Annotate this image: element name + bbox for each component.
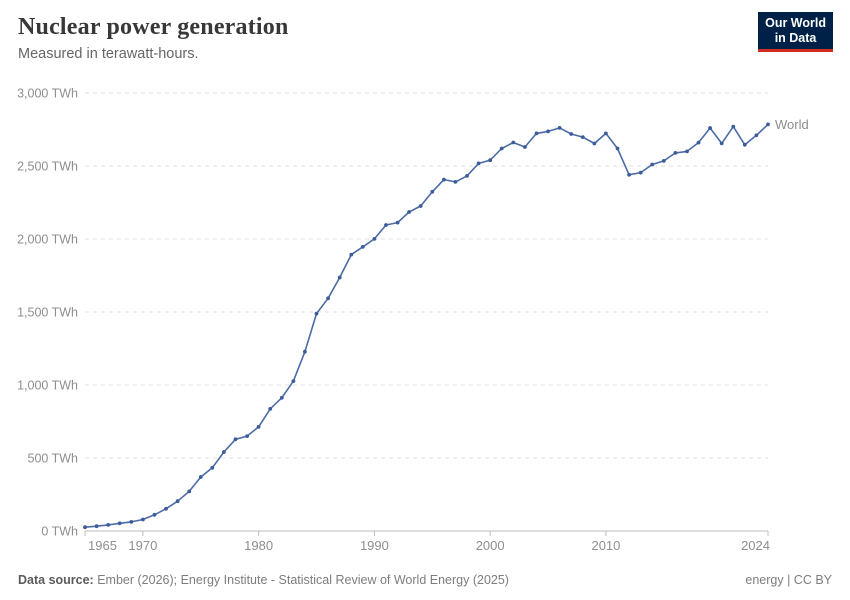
data-point-marker <box>442 177 446 182</box>
data-point-marker <box>696 140 701 145</box>
x-axis-tick-label: 1980 <box>244 538 273 553</box>
data-point-marker <box>638 170 643 175</box>
data-point-marker <box>754 133 759 138</box>
license-note: energy | CC BY <box>745 573 832 587</box>
data-point-marker <box>407 210 411 214</box>
data-point-marker <box>210 465 215 470</box>
y-axis-tick-label: 3,000 TWh <box>17 87 78 101</box>
data-point-marker <box>511 140 516 145</box>
data-point-marker <box>418 204 423 208</box>
data-point-marker <box>384 223 388 227</box>
owid-logo[interactable]: Our World in Data <box>758 12 833 52</box>
data-point-marker <box>152 512 157 517</box>
x-axis-tick-label: 2010 <box>591 538 620 553</box>
data-point-marker <box>604 131 608 136</box>
data-point-marker <box>268 407 273 411</box>
data-point-marker <box>661 159 666 163</box>
x-axis-tick-label: 1990 <box>360 538 389 553</box>
data-point-marker <box>534 131 539 136</box>
data-point-marker <box>673 151 678 155</box>
x-axis-tick-label: 1965 <box>88 538 117 553</box>
data-point-marker <box>106 523 111 527</box>
data-source-label: Data source: <box>18 573 94 587</box>
data-point-marker <box>453 180 458 184</box>
data-point-marker <box>337 275 342 280</box>
logo-line-2: in Data <box>774 31 817 45</box>
chart-footer: Data source: Ember (2026); Energy Instit… <box>0 573 850 587</box>
data-point-marker <box>580 135 585 140</box>
data-point-marker <box>465 174 469 178</box>
data-point-marker <box>279 395 284 400</box>
data-point-marker <box>245 434 250 438</box>
data-source-text: Ember (2026); Energy Institute - Statist… <box>93 573 509 587</box>
x-axis-tick-label: 1970 <box>128 538 157 553</box>
data-point-marker <box>349 252 354 257</box>
y-axis-tick-label: 0 TWh <box>41 525 78 539</box>
data-point-marker <box>291 379 296 383</box>
data-point-marker <box>627 172 631 177</box>
data-point-marker <box>742 142 747 147</box>
series-label-world: World <box>775 117 809 132</box>
data-point-marker <box>476 161 481 166</box>
page-title: Nuclear power generation <box>18 14 289 40</box>
data-point-marker <box>708 126 712 130</box>
world-data-line <box>84 123 769 529</box>
chart-subtitle: Measured in terawatt-hours. <box>18 46 199 62</box>
data-point-marker <box>569 132 574 136</box>
y-axis-tick-label: 2,000 TWh <box>17 233 78 247</box>
data-point-marker <box>222 450 226 454</box>
data-point-marker <box>719 141 724 146</box>
data-point-marker <box>326 296 330 301</box>
data-point-marker <box>395 220 400 225</box>
data-point-marker <box>187 489 192 494</box>
data-point-marker <box>94 524 99 529</box>
data-point-marker <box>650 162 655 167</box>
y-axis-tick-label: 500 TWh <box>28 452 79 466</box>
x-axis-tick-label: 2024 <box>741 538 770 553</box>
data-point-marker <box>523 145 527 149</box>
data-point-marker <box>615 146 620 151</box>
data-point-marker <box>129 520 134 524</box>
data-point-marker <box>233 437 238 442</box>
data-point-marker <box>360 245 365 249</box>
data-point-marker <box>488 158 493 163</box>
data-point-marker <box>314 311 319 316</box>
data-point-marker <box>592 141 597 146</box>
data-point-marker <box>731 124 736 129</box>
data-point-marker <box>546 129 550 134</box>
y-axis-tick-label: 1,500 TWh <box>17 306 78 320</box>
data-point-marker <box>141 517 145 522</box>
x-axis-tick-label: 2000 <box>476 538 505 553</box>
data-point-marker <box>117 521 122 526</box>
data-point-marker <box>499 146 504 151</box>
data-point-marker <box>256 425 261 429</box>
logo-line-1: Our World <box>765 16 826 30</box>
data-point-marker <box>303 349 307 354</box>
y-axis-tick-label: 2,500 TWh <box>17 160 78 174</box>
data-point-marker <box>557 126 562 130</box>
data-point-marker <box>372 237 377 241</box>
data-point-marker <box>164 506 168 511</box>
y-axis-tick-label: 1,000 TWh <box>17 379 78 393</box>
data-point-marker <box>685 149 689 154</box>
data-point-marker <box>430 189 435 194</box>
data-point-marker <box>175 499 180 504</box>
data-source: Data source: Ember (2026); Energy Instit… <box>18 573 509 587</box>
data-point-marker <box>83 525 87 530</box>
data-point-marker <box>198 475 203 479</box>
data-point-marker <box>766 122 770 127</box>
